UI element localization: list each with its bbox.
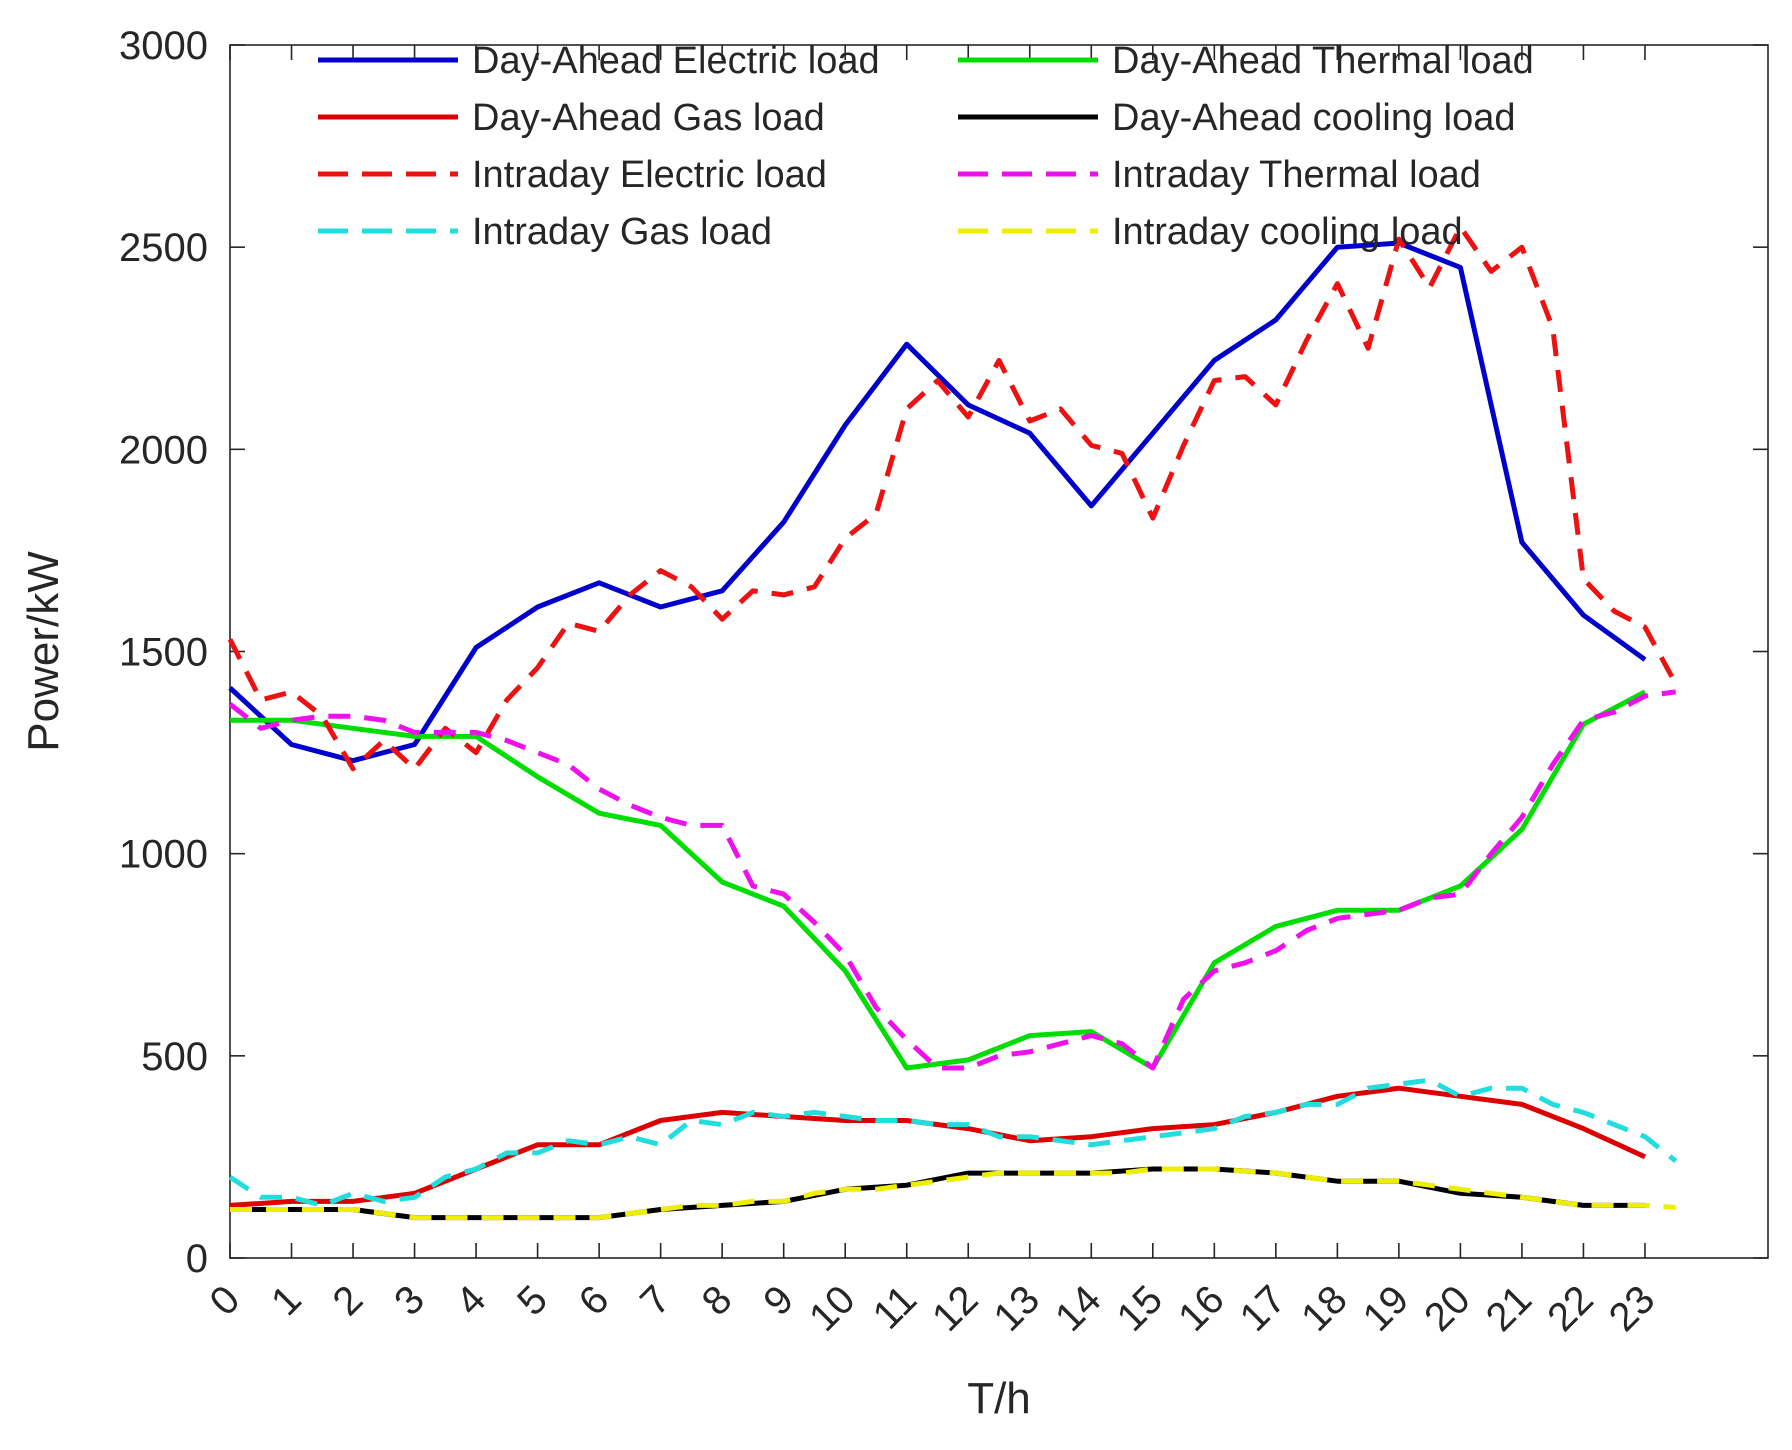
legend-label: Intraday Electric load [472,154,827,196]
series-line-intraday-electric-load [227,224,1678,772]
series-line-intraday-thermal-load [228,689,1677,1071]
x-tick-label: 18 [1293,1277,1356,1340]
legend-label: Day-Ahead Electric load [472,40,880,82]
y-tick-label: 2500 [119,226,208,270]
legend-label: Day-Ahead Thermal load [1112,40,1534,82]
x-tick-label: 3 [386,1277,433,1324]
x-tick-label: 19 [1355,1277,1418,1340]
x-tick-label: 9 [755,1277,802,1324]
x-tick-label: 0 [202,1277,249,1324]
x-tick-label: 16 [1170,1277,1233,1340]
x-tick-label: 21 [1478,1277,1541,1340]
x-tick-label: 6 [571,1277,618,1324]
series-line-day-ahead-electric-load [228,240,1647,764]
y-tick-label: 1500 [119,631,208,675]
plot-frame [229,44,1769,1259]
series-line-intraday-gas-load [228,1077,1678,1208]
x-tick-label: 15 [1109,1277,1172,1340]
y-tick-label: 1000 [119,833,208,877]
x-tick-label: 22 [1539,1277,1602,1340]
series-layer [227,224,1678,1221]
legend-label: Day-Ahead Gas load [472,97,825,139]
x-tick-label: 5 [509,1277,556,1324]
series-line-intraday-cooling-load [230,1166,1676,1221]
x-tick-label: 14 [1047,1277,1110,1340]
y-axis: 0 500 1000 1500 2000 2500 3000 [119,24,1768,1281]
x-tick-label: 20 [1416,1277,1479,1340]
y-tick-label: 500 [141,1035,208,1079]
x-axis-title: T/h [967,1374,1031,1423]
x-tick-label: 8 [694,1277,741,1324]
x-tick-label: 4 [448,1277,495,1324]
y-axis-title: Power/kW [19,551,68,752]
legend-label: Intraday Thermal load [1112,154,1481,196]
legend-label: Intraday cooling load [1112,211,1463,253]
x-tick-label: 11 [865,1277,925,1337]
legend-label: Day-Ahead cooling load [1112,97,1516,139]
y-tick-label: 2000 [119,428,208,472]
y-tick-label: 3000 [119,24,208,68]
x-tick-label: 10 [801,1277,864,1340]
legend: Day-Ahead Electric load Day-Ahead Thermal… [318,40,1534,253]
y-tick-label: 0 [186,1237,208,1281]
plot-area [229,44,1769,1259]
x-tick-label: 7 [632,1277,679,1324]
legend-label: Intraday Gas load [472,211,772,253]
x-tick-label: 23 [1601,1277,1664,1340]
x-tick-label: 17 [1232,1277,1295,1340]
x-tick-label: 2 [325,1277,372,1324]
x-tick-label: 13 [986,1277,1049,1340]
x-tick-label: 1 [263,1277,310,1324]
x-tick-label: 12 [924,1277,987,1340]
